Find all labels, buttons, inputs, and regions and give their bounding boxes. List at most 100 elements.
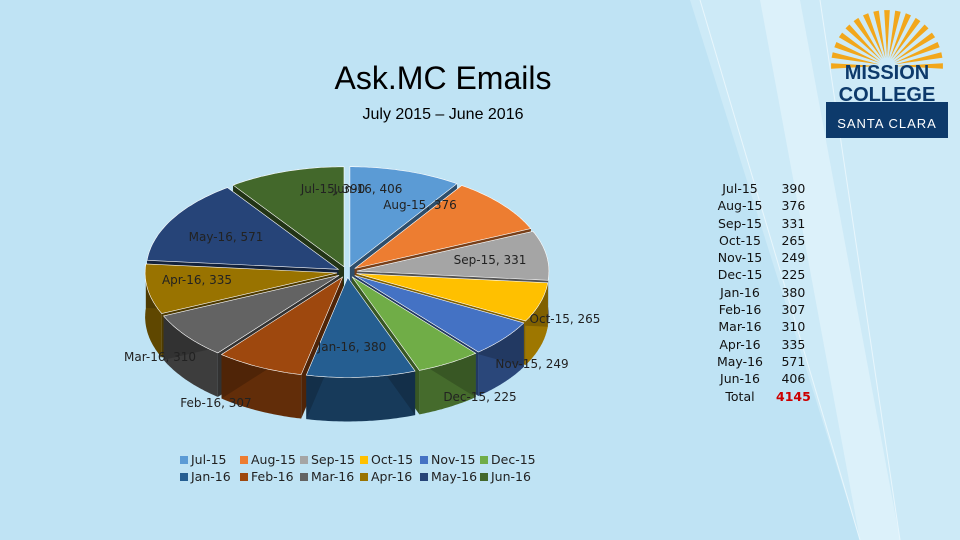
chart-legend: Jul-15 Aug-15 Sep-15 Oct-15 Nov-15 Dec-15 Jan-… bbox=[180, 452, 540, 484]
sunburst-icon bbox=[826, 10, 948, 138]
legend-item: May-16 bbox=[420, 469, 480, 484]
legend-label: Nov-15 bbox=[431, 452, 476, 467]
legend-item: Aug-15 bbox=[240, 452, 300, 467]
table-cell-value: 380 bbox=[781, 284, 806, 300]
logo-text-college: COLLEGE bbox=[838, 84, 936, 106]
legend-swatch bbox=[300, 472, 308, 481]
pie-slice-apr-16 bbox=[144, 263, 338, 314]
table-cell-label: Sep-15 bbox=[718, 215, 762, 231]
legend-swatch bbox=[480, 455, 488, 464]
pie-slice-oct-15 bbox=[356, 273, 549, 322]
legend-label: Feb-16 bbox=[251, 469, 294, 484]
legend-label: Aug-15 bbox=[251, 452, 296, 467]
table-cell-value: 390 bbox=[781, 181, 806, 196]
table-cell-value: 307 bbox=[781, 302, 806, 318]
table-cell-value: 249 bbox=[781, 250, 806, 266]
table-cell-value: 265 bbox=[781, 232, 806, 248]
mission-college-logo: MISSION COLLEGE SANTA CLARA bbox=[826, 6, 948, 138]
table-cell-value: 571 bbox=[781, 353, 806, 369]
legend-item: Oct-15 bbox=[360, 452, 420, 467]
table-row: Aug-15 376 bbox=[710, 197, 817, 214]
table-cell-label: Apr-16 bbox=[719, 336, 761, 352]
pie-data-label: Aug-15, 376 bbox=[383, 198, 457, 212]
table-cell-label: May-16 bbox=[716, 353, 764, 369]
table-cell-label: Aug-15 bbox=[717, 198, 763, 214]
pie-data-label: Dec-15, 225 bbox=[443, 390, 516, 404]
legend-label: Oct-15 bbox=[371, 452, 414, 467]
table-row: Nov-15 249 bbox=[710, 249, 817, 266]
legend-swatch bbox=[360, 472, 368, 481]
pie-slice-jun-16 bbox=[232, 166, 345, 268]
slide-subtitle: July 2015 – June 2016 bbox=[362, 106, 524, 123]
table-cell-value: 376 bbox=[781, 198, 806, 214]
legend-label: Dec-15 bbox=[491, 452, 536, 467]
pie-data-label: Oct-15, 265 bbox=[530, 312, 601, 326]
pie-data-label: Apr-16, 335 bbox=[162, 273, 232, 287]
table-row: Jul-15 390 bbox=[710, 180, 817, 197]
pie-slice-side bbox=[145, 263, 162, 358]
legend-item: Nov-15 bbox=[420, 452, 480, 467]
pie-slice-sep-15 bbox=[356, 230, 550, 281]
table-row: May-16 571 bbox=[710, 353, 817, 370]
legend-swatch bbox=[240, 472, 248, 481]
pie-slice-mar-16 bbox=[163, 275, 340, 354]
legend-item: Jul-15 bbox=[180, 452, 240, 467]
table-cell-label: Nov-15 bbox=[717, 250, 763, 266]
pie-data-label: Nov-15, 249 bbox=[495, 357, 568, 371]
table-cell-value: 225 bbox=[781, 267, 806, 283]
table-row: Dec-15 225 bbox=[710, 266, 817, 283]
table-cell-value: 331 bbox=[781, 215, 806, 231]
legend-item: Jan-16 bbox=[180, 469, 240, 484]
table-row: Jan-16 380 bbox=[710, 284, 817, 301]
table-cell-value: 4145 bbox=[776, 388, 811, 404]
pie-slice-feb-16 bbox=[220, 276, 344, 375]
table-row: Oct-15 265 bbox=[710, 232, 817, 249]
legend-label: May-16 bbox=[431, 469, 478, 484]
legend-item: Apr-16 bbox=[360, 469, 420, 484]
legend-item: Mar-16 bbox=[300, 469, 360, 484]
table-total-row: Total 4145 bbox=[710, 388, 817, 405]
pie-data-label: Jun-16, 406 bbox=[333, 182, 403, 196]
legend-swatch bbox=[480, 472, 488, 481]
legend-item: Jun-16 bbox=[480, 469, 540, 484]
legend-swatch bbox=[360, 455, 368, 464]
legend-item: Dec-15 bbox=[480, 452, 540, 467]
pie-slice-side bbox=[306, 371, 416, 422]
legend-swatch bbox=[180, 455, 188, 464]
table-cell-label: Mar-16 bbox=[718, 319, 762, 335]
legend-label: Jun-16 bbox=[491, 469, 531, 484]
table-cell-label: Oct-15 bbox=[718, 232, 762, 248]
pie-slice-dec-15 bbox=[351, 276, 477, 371]
table-cell-label: Feb-16 bbox=[718, 302, 762, 318]
table-cell-value: 406 bbox=[781, 371, 806, 387]
slide-title: Ask.MC Emails bbox=[334, 60, 552, 96]
legend-swatch bbox=[240, 455, 248, 464]
pie-data-label: Mar-16, 310 bbox=[124, 350, 196, 364]
table-cell-label: Total bbox=[725, 388, 755, 404]
pie-data-label: Jul-15, 390 bbox=[300, 182, 366, 196]
summary-table: Jul-15 390 Aug-15 376 Sep-15 331 Oct-15 265 Nov-… bbox=[710, 180, 817, 405]
table-cell-value: 335 bbox=[781, 336, 806, 352]
table-row: Sep-15 331 bbox=[710, 215, 817, 232]
table-cell-label: Jan-16 bbox=[720, 284, 760, 300]
table-cell-label: Jun-16 bbox=[720, 371, 760, 387]
legend-item: Sep-15 bbox=[300, 452, 360, 467]
legend-label: Jan-16 bbox=[191, 469, 231, 484]
table-row: Apr-16 335 bbox=[710, 336, 817, 353]
table-row: Mar-16 310 bbox=[710, 318, 817, 335]
legend-swatch bbox=[300, 455, 308, 464]
legend-label: Jul-15 bbox=[191, 452, 227, 467]
pie-data-label: May-16, 571 bbox=[189, 230, 264, 244]
table-row: Jun-16 406 bbox=[710, 370, 817, 387]
pie-slice-nov-15 bbox=[354, 275, 525, 353]
table-row: Feb-16 307 bbox=[710, 301, 817, 318]
legend-swatch bbox=[420, 455, 428, 464]
legend-label: Mar-16 bbox=[311, 469, 355, 484]
pie-data-label: Sep-15, 331 bbox=[454, 253, 527, 267]
table-cell-label: Jul-15 bbox=[722, 181, 758, 196]
pie-slice-jan-16 bbox=[305, 276, 416, 378]
logo-text-mission: MISSION bbox=[844, 62, 930, 84]
pie-slice-may-16 bbox=[146, 187, 340, 270]
pie-data-label: Jan-16, 380 bbox=[317, 340, 387, 354]
